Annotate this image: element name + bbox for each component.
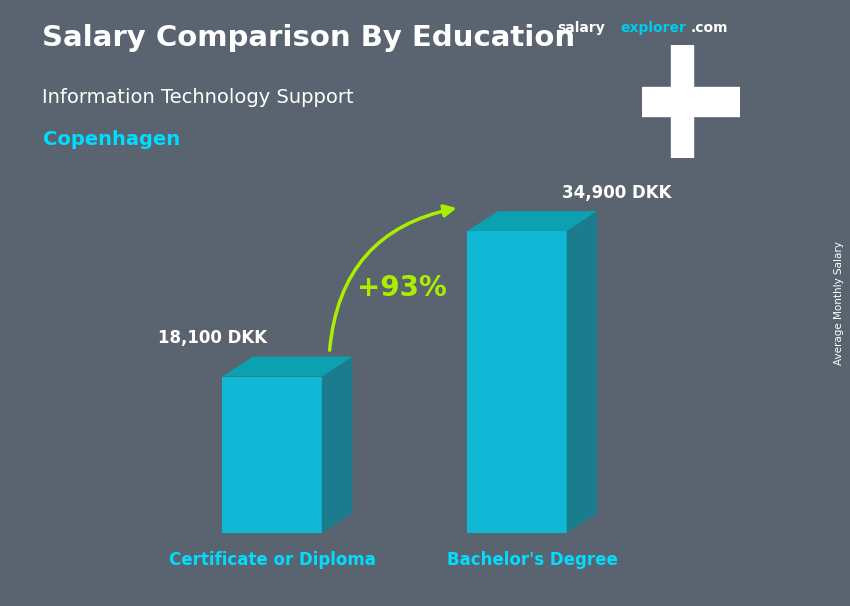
- Text: salary: salary: [557, 21, 604, 35]
- Bar: [672, 45, 693, 158]
- Text: Information Technology Support: Information Technology Support: [42, 88, 354, 107]
- Polygon shape: [222, 356, 352, 376]
- Text: Certificate or Diploma: Certificate or Diploma: [168, 551, 376, 570]
- Polygon shape: [321, 356, 352, 533]
- Polygon shape: [222, 376, 321, 533]
- Text: 34,900 DKK: 34,900 DKK: [562, 184, 672, 202]
- Text: +93%: +93%: [357, 273, 447, 302]
- Text: Average Monthly Salary: Average Monthly Salary: [834, 241, 844, 365]
- Text: .com: .com: [690, 21, 728, 35]
- Text: Salary Comparison By Education: Salary Comparison By Education: [42, 24, 575, 52]
- Text: Copenhagen: Copenhagen: [42, 130, 179, 149]
- Text: explorer: explorer: [620, 21, 686, 35]
- Bar: [642, 87, 740, 116]
- Text: Bachelor's Degree: Bachelor's Degree: [446, 551, 618, 570]
- Text: 18,100 DKK: 18,100 DKK: [158, 330, 267, 347]
- Polygon shape: [467, 211, 598, 231]
- Polygon shape: [567, 211, 598, 533]
- Polygon shape: [467, 231, 567, 533]
